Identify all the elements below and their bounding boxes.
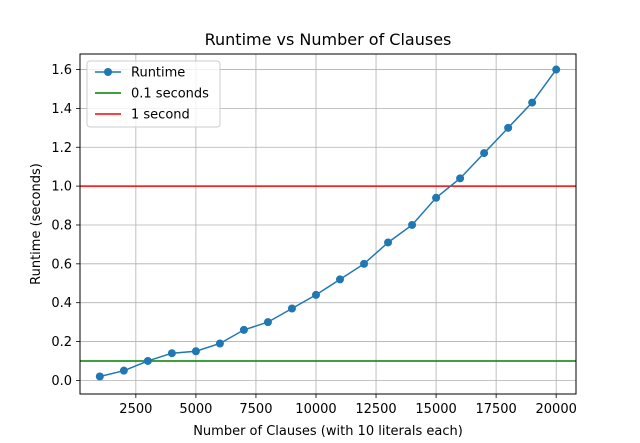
y-tick-label: 1.6: [51, 63, 72, 78]
x-tick-label: 12500: [355, 402, 396, 417]
runtime-data-point: [360, 259, 369, 268]
legend-label: 0.1 seconds: [131, 87, 209, 102]
x-axis-label: Number of Clauses (with 10 literals each…: [193, 424, 463, 439]
series-layer: [95, 65, 561, 381]
runtime-data-point: [263, 318, 272, 327]
y-axis-label: Runtime (seconds): [29, 163, 44, 285]
y-tick-label: 0.0: [51, 374, 72, 389]
runtime-data-point: [95, 372, 104, 381]
legend-entries: Runtime 0.1 seconds 1 second: [95, 66, 209, 123]
runtime-data-point: [239, 325, 248, 334]
runtime-data-point: [215, 339, 224, 348]
y-tick-label: 0.6: [51, 257, 72, 272]
runtime-data-point: [504, 123, 513, 132]
y-tick-label: 1.4: [51, 102, 72, 117]
x-tick-label: 7500: [239, 402, 272, 417]
y-tick-label: 0.4: [51, 296, 72, 311]
legend: Runtime 0.1 seconds 1 second: [86, 60, 221, 128]
runtime-data-point: [552, 65, 561, 74]
chart-title: Runtime vs Number of Clauses: [205, 30, 452, 49]
runtime-data-point: [119, 366, 128, 375]
y-tick-label: 0.2: [51, 335, 72, 350]
runtime-data-point: [384, 238, 393, 247]
runtime-data-point: [456, 174, 465, 183]
legend-box: [86, 60, 221, 128]
y-tick-label: 1.2: [51, 141, 72, 156]
runtime-data-point: [287, 304, 296, 313]
legend-marker: [104, 68, 112, 76]
x-tick-label: 20000: [536, 402, 577, 417]
runtime-data-point: [528, 98, 537, 107]
x-tick-label: 2500: [119, 402, 152, 417]
x-tick-label: 17500: [475, 402, 516, 417]
x-tick-label: 5000: [179, 402, 212, 417]
runtime-data-point: [432, 193, 441, 202]
x-tick-label: 10000: [295, 402, 336, 417]
legend-label: 1 second: [131, 108, 190, 123]
runtime-data-point: [167, 349, 176, 358]
runtime-data-point: [311, 290, 320, 299]
runtime-series-line: [99, 69, 557, 378]
legend-label: Runtime: [131, 66, 185, 81]
y-tick-label: 1.0: [51, 180, 72, 195]
reference-lines: [80, 185, 576, 362]
runtime-data-point: [408, 220, 417, 229]
y-tick-label: 0.8: [51, 218, 72, 233]
runtime-data-point: [480, 149, 489, 158]
plot-frame: [79, 53, 577, 395]
runtime-data-point: [336, 275, 345, 284]
x-tick-label: 15000: [415, 402, 456, 417]
runtime-data-point: [143, 356, 152, 365]
axis-ticks: 2500 5000 7500 10000 12500 15000 17500 20000 0.0…: [51, 63, 577, 417]
runtime-data-point: [191, 347, 200, 356]
